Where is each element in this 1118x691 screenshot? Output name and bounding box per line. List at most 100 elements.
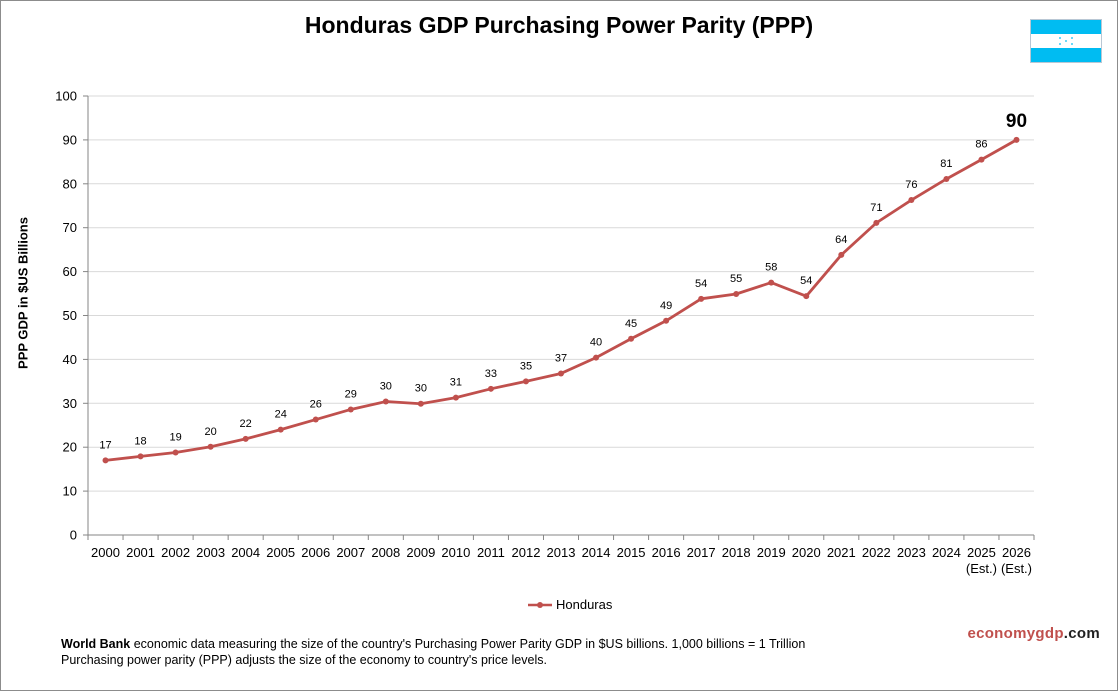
data-point bbox=[382, 398, 389, 405]
y-tick-label: 100 bbox=[55, 89, 77, 104]
footer-description: economic data measuring the size of the … bbox=[130, 637, 806, 651]
data-point bbox=[978, 156, 985, 163]
x-tick-label: 2012 bbox=[512, 545, 541, 560]
x-tick-label: 2007 bbox=[336, 545, 365, 560]
data-label: 30 bbox=[380, 381, 392, 393]
data-label: 30 bbox=[415, 383, 427, 395]
data-label: 58 bbox=[765, 262, 777, 274]
data-label: 33 bbox=[485, 368, 497, 380]
data-point bbox=[207, 443, 214, 450]
x-tick-label: 2004 bbox=[231, 545, 260, 560]
brand-domain: .com bbox=[1063, 625, 1100, 642]
x-tick-label: 2000 bbox=[91, 545, 120, 560]
brand-logo[interactable]: economygdp.com bbox=[967, 625, 1100, 642]
data-point bbox=[102, 457, 109, 464]
data-label: 19 bbox=[169, 431, 181, 443]
data-point bbox=[522, 378, 529, 385]
data-point bbox=[1013, 136, 1020, 143]
x-tick-label: 2024 bbox=[932, 545, 961, 560]
x-tick-label: 2002 bbox=[161, 545, 190, 560]
data-label: 64 bbox=[835, 234, 847, 246]
x-tick-label: 2015 bbox=[617, 545, 646, 560]
y-tick-label: 80 bbox=[63, 176, 77, 191]
x-tick-label: 2010 bbox=[441, 545, 470, 560]
data-label: 76 bbox=[905, 179, 917, 191]
data-label: 81 bbox=[940, 158, 952, 170]
data-point bbox=[558, 370, 564, 377]
footer-line-2: Purchasing power parity (PPP) adjusts th… bbox=[61, 653, 547, 667]
data-point bbox=[663, 317, 670, 324]
y-tick-label: 10 bbox=[63, 484, 77, 499]
data-point bbox=[417, 400, 424, 407]
data-point bbox=[873, 219, 880, 226]
data-point bbox=[943, 175, 950, 182]
data-label: 40 bbox=[590, 337, 602, 349]
footer-source: World Bank bbox=[61, 637, 131, 651]
x-tick-label: 2020 bbox=[792, 545, 821, 560]
x-tick-label: 2011 bbox=[477, 545, 505, 560]
x-tick-label: 2001 bbox=[126, 545, 155, 560]
data-label: 45 bbox=[625, 318, 637, 330]
series-line-honduras bbox=[104, 138, 1018, 462]
data-label: 55 bbox=[730, 273, 742, 285]
data-label: 54 bbox=[695, 278, 707, 290]
x-tick-sublabel: (Est.) bbox=[966, 561, 997, 576]
data-point bbox=[628, 335, 635, 342]
data-label: 49 bbox=[660, 300, 672, 312]
y-tick-label: 20 bbox=[63, 440, 77, 455]
data-point bbox=[733, 290, 740, 297]
chart-legend: Honduras bbox=[527, 597, 612, 612]
x-tick-label: 2017 bbox=[687, 545, 716, 560]
data-label-latest: 90 bbox=[1006, 111, 1027, 132]
data-label: 24 bbox=[275, 409, 287, 421]
x-tick-label: 2022 bbox=[862, 545, 891, 560]
data-point bbox=[698, 295, 705, 302]
data-label: 37 bbox=[555, 352, 567, 364]
data-label: 35 bbox=[520, 360, 532, 372]
data-label: 29 bbox=[345, 388, 357, 400]
data-label: 86 bbox=[975, 139, 987, 151]
honduras-flag-icon bbox=[1030, 19, 1102, 63]
data-point bbox=[452, 394, 459, 401]
legend-label: Honduras bbox=[556, 597, 613, 612]
x-tick-label: 2008 bbox=[371, 545, 400, 560]
data-point bbox=[277, 426, 284, 433]
x-tick-label: 2009 bbox=[406, 545, 435, 560]
data-point bbox=[137, 453, 144, 460]
data-label: 54 bbox=[800, 275, 812, 287]
data-point bbox=[838, 251, 845, 258]
x-tick-label: 2014 bbox=[582, 545, 611, 560]
y-tick-label: 60 bbox=[63, 264, 77, 279]
x-tick-label: 2025 bbox=[967, 545, 996, 560]
y-tick-label: 30 bbox=[63, 396, 77, 411]
x-tick-label: 2005 bbox=[266, 545, 295, 560]
data-point bbox=[593, 354, 600, 361]
x-tick-label: 2018 bbox=[722, 545, 751, 560]
chart-title: Honduras GDP Purchasing Power Parity (PP… bbox=[304, 12, 814, 38]
data-label: 18 bbox=[134, 435, 146, 447]
x-tick-label: 2019 bbox=[757, 545, 786, 560]
legend-line-marker bbox=[528, 601, 552, 608]
data-point bbox=[312, 416, 319, 423]
data-point bbox=[242, 435, 249, 442]
y-tick-label: 70 bbox=[63, 220, 77, 235]
data-label: 71 bbox=[870, 202, 882, 214]
x-tick-label: 2006 bbox=[301, 545, 330, 560]
data-point bbox=[347, 406, 354, 413]
data-point bbox=[803, 293, 810, 300]
data-label: 31 bbox=[450, 377, 462, 389]
x-tick-label: 2016 bbox=[652, 545, 681, 560]
y-tick-label: 90 bbox=[63, 132, 77, 147]
brand-name: economygdp bbox=[967, 625, 1064, 642]
data-point bbox=[908, 197, 915, 204]
y-tick-label: 0 bbox=[70, 528, 77, 543]
x-tick-label: 2026 bbox=[1002, 545, 1031, 560]
data-label: 26 bbox=[310, 399, 322, 411]
x-tick-label: 2013 bbox=[547, 545, 576, 560]
x-tick-label: 2021 bbox=[827, 545, 856, 560]
data-point bbox=[172, 449, 179, 456]
x-tick-label: 2003 bbox=[196, 545, 225, 560]
footer-line-1: World Bank economic data measuring the s… bbox=[61, 636, 805, 652]
